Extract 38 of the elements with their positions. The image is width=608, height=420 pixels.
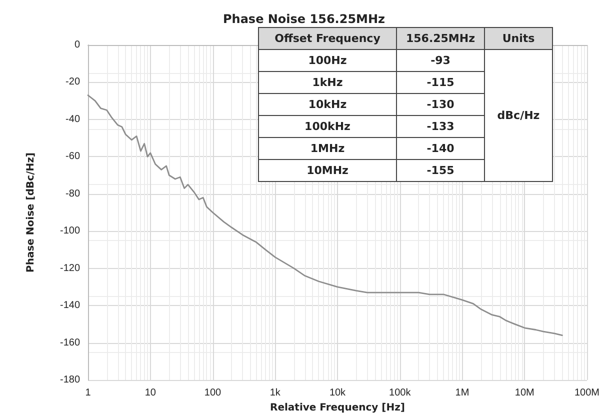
annotation: 10MHz: [258, 160, 396, 182]
y-tick-label: -120: [60, 262, 80, 274]
y-tick-label: 0: [74, 40, 80, 50]
x-tick-label: 10: [144, 388, 156, 398]
y-tick-label: -160: [60, 337, 80, 348]
y-tick-label: -40: [66, 114, 80, 125]
x-tick-label: 100: [204, 388, 222, 398]
y-tick-label: -100: [60, 226, 80, 237]
y-tick-label: -140: [60, 300, 80, 312]
annotation: 10kHz: [258, 94, 396, 116]
annotation: 100kHz: [258, 116, 396, 138]
annotation: 1kHz: [258, 72, 396, 94]
x-tick-label: 100k: [389, 388, 412, 398]
chart-title: Phase Noise 156.25MHz: [222, 12, 386, 26]
x-tick-label: 10M: [514, 388, 534, 398]
text: 156.25MHz: [406, 32, 475, 45]
annotation: -133: [396, 116, 484, 138]
text: Units: [502, 32, 535, 45]
annotation: -140: [396, 138, 484, 160]
x-tick-label: 1: [85, 388, 92, 398]
y-tick-label: -20: [66, 76, 80, 88]
x-tick-label: 10k: [329, 388, 347, 398]
x-tick-label: 100M: [574, 388, 600, 398]
text: Offset Frequency: [274, 32, 380, 45]
annotation: -115: [396, 72, 484, 94]
x-axis-title: Relative Frequency [Hz]: [270, 402, 405, 414]
x-tick-label: 1M: [455, 388, 470, 398]
annotation: 100Hz: [258, 50, 396, 72]
y-axis-title: Phase Noise [dBc/Hz]: [26, 152, 36, 272]
annotation: -155: [396, 160, 484, 182]
annotation: -93: [396, 50, 484, 72]
y-tick-label: -180: [60, 374, 80, 386]
y-tick-label: -80: [66, 188, 80, 200]
x-tick-label: 1k: [270, 388, 282, 398]
y-tick-label: -60: [66, 151, 80, 162]
annotation: 1MHz: [258, 138, 396, 160]
annotation: dBc/Hz: [484, 50, 552, 182]
annotation: -130: [396, 94, 484, 116]
